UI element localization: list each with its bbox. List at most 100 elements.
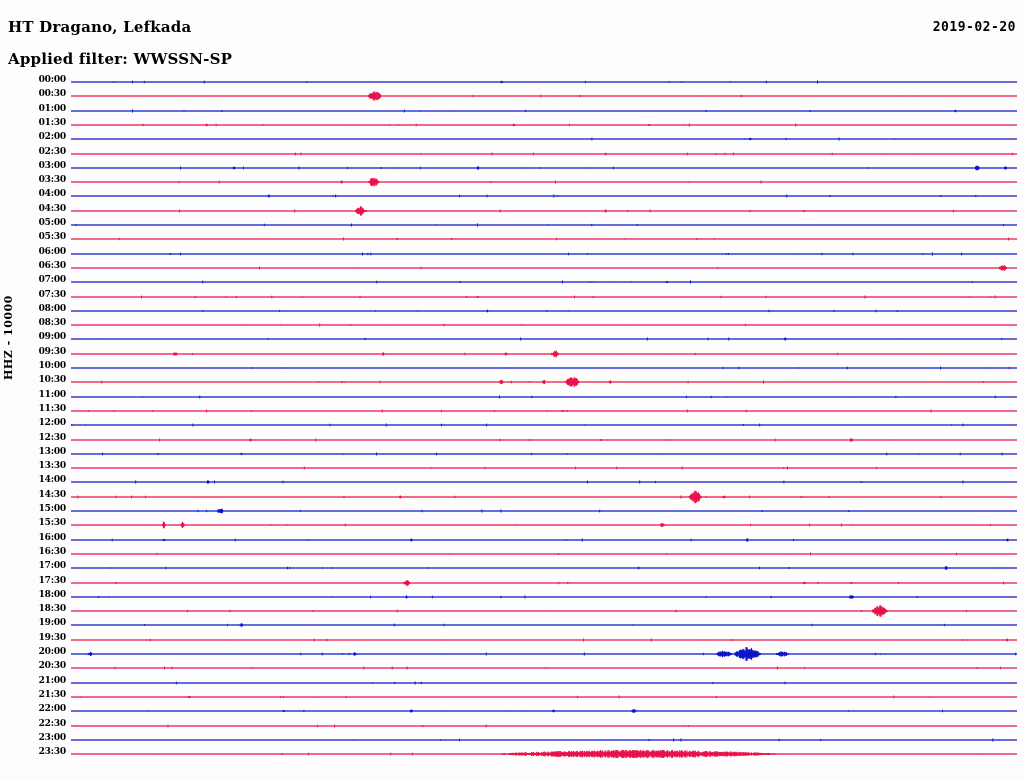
trace-row-waveform xyxy=(71,189,1017,203)
trace-row-time-label: 16:30 xyxy=(38,546,67,557)
trace-row: 02:00 xyxy=(0,132,1024,146)
trace-row-waveform xyxy=(71,232,1017,246)
trace-row: 12:00 xyxy=(0,418,1024,432)
trace-row: 22:30 xyxy=(0,719,1024,733)
trace-row-waveform xyxy=(71,347,1017,361)
trace-row-waveform xyxy=(71,576,1017,590)
trace-row-time-label: 04:30 xyxy=(38,203,67,214)
trace-row: 05:30 xyxy=(0,232,1024,246)
trace-row-waveform xyxy=(71,89,1017,103)
trace-row: 07:00 xyxy=(0,275,1024,289)
trace-row: 00:30 xyxy=(0,89,1024,103)
trace-row-time-label: 06:00 xyxy=(38,246,67,257)
trace-row: 23:00 xyxy=(0,733,1024,747)
trace-row-time-label: 05:30 xyxy=(38,232,67,243)
trace-row-waveform xyxy=(71,418,1017,432)
trace-row-time-label: 18:30 xyxy=(38,604,67,615)
trace-row-waveform xyxy=(71,518,1017,532)
trace-area: 00:00 00:30 01:00 01:30 02:00 02:30 03:00 03:30… xyxy=(0,75,1024,780)
trace-row-waveform xyxy=(71,104,1017,118)
trace-row-time-label: 13:00 xyxy=(38,446,67,457)
trace-row-waveform xyxy=(71,504,1017,518)
trace-row-time-label: 01:00 xyxy=(38,103,67,114)
trace-row-waveform xyxy=(71,590,1017,604)
trace-row-waveform xyxy=(71,247,1017,261)
trace-row-time-label: 08:00 xyxy=(38,303,67,314)
trace-row-waveform xyxy=(71,204,1017,218)
trace-row: 19:00 xyxy=(0,618,1024,632)
trace-row: 06:00 xyxy=(0,247,1024,261)
trace-row-waveform xyxy=(71,118,1017,132)
trace-row-waveform xyxy=(71,161,1017,175)
trace-row-waveform xyxy=(71,147,1017,161)
trace-row-time-label: 21:00 xyxy=(38,675,67,686)
trace-row-time-label: 03:30 xyxy=(38,175,67,186)
trace-row: 17:30 xyxy=(0,576,1024,590)
trace-row-time-label: 19:00 xyxy=(38,618,67,629)
trace-row-waveform xyxy=(71,618,1017,632)
trace-row-waveform xyxy=(71,175,1017,189)
trace-row: 03:30 xyxy=(0,175,1024,189)
trace-row-time-label: 10:30 xyxy=(38,375,67,386)
trace-row: 23:30 xyxy=(0,747,1024,761)
trace-row: 19:30 xyxy=(0,633,1024,647)
trace-row: 14:00 xyxy=(0,475,1024,489)
trace-row-waveform xyxy=(71,332,1017,346)
trace-row-time-label: 01:30 xyxy=(38,117,67,128)
trace-row-time-label: 15:00 xyxy=(38,504,67,514)
trace-row-time-label: 15:30 xyxy=(38,518,67,529)
trace-row-waveform xyxy=(71,533,1017,547)
trace-row-waveform xyxy=(71,304,1017,318)
trace-row-time-label: 06:30 xyxy=(38,260,67,271)
trace-row: 20:00 xyxy=(0,647,1024,661)
trace-row-time-label: 00:30 xyxy=(38,89,67,100)
trace-row: 21:30 xyxy=(0,690,1024,704)
trace-row-time-label: 14:00 xyxy=(38,475,67,486)
trace-row-time-label: 20:00 xyxy=(38,647,67,657)
trace-row-waveform xyxy=(71,676,1017,690)
trace-row-time-label: 22:00 xyxy=(38,704,67,715)
trace-row-waveform xyxy=(71,719,1017,733)
trace-row-waveform xyxy=(71,490,1017,504)
trace-row: 05:00 xyxy=(0,218,1024,232)
trace-row: 18:30 xyxy=(0,604,1024,618)
trace-row: 01:00 xyxy=(0,104,1024,118)
trace-row-time-label: 07:00 xyxy=(38,275,67,286)
trace-row-waveform xyxy=(71,290,1017,304)
trace-row-waveform xyxy=(71,475,1017,489)
trace-row-time-label: 23:00 xyxy=(38,732,67,743)
applied-filter-label: Applied filter: WWSSN-SP xyxy=(8,50,233,68)
trace-row-time-label: 12:00 xyxy=(38,418,67,429)
trace-row-time-label: 12:30 xyxy=(38,432,67,443)
trace-row-time-label: 03:00 xyxy=(38,160,67,171)
trace-row-time-label: 17:30 xyxy=(38,575,67,586)
trace-row-waveform xyxy=(71,704,1017,718)
trace-row: 03:00 xyxy=(0,161,1024,175)
trace-row-time-label: 17:00 xyxy=(38,561,67,572)
trace-row: 21:00 xyxy=(0,676,1024,690)
trace-row-waveform xyxy=(71,447,1017,461)
trace-row: 02:30 xyxy=(0,147,1024,161)
trace-row-waveform xyxy=(71,375,1017,389)
trace-row-waveform xyxy=(71,75,1017,89)
trace-row: 20:30 xyxy=(0,661,1024,675)
trace-row-waveform xyxy=(71,275,1017,289)
trace-row: 13:30 xyxy=(0,461,1024,475)
trace-row: 08:00 xyxy=(0,304,1024,318)
trace-row: 01:30 xyxy=(0,118,1024,132)
trace-row-time-label: 07:30 xyxy=(38,289,67,300)
trace-row-waveform xyxy=(71,633,1017,647)
trace-row: 17:00 xyxy=(0,561,1024,575)
trace-row: 11:30 xyxy=(0,404,1024,418)
trace-row: 04:30 xyxy=(0,204,1024,218)
trace-row: 08:30 xyxy=(0,318,1024,332)
trace-row-time-label: 02:30 xyxy=(38,146,67,157)
trace-row: 04:00 xyxy=(0,189,1024,203)
trace-row-waveform xyxy=(71,361,1017,375)
trace-row: 15:30 xyxy=(0,518,1024,532)
trace-row: 09:30 xyxy=(0,347,1024,361)
trace-row-time-label: 11:00 xyxy=(38,389,67,400)
trace-row-waveform xyxy=(71,433,1017,447)
page-title: HT Dragano, Lefkada xyxy=(8,18,192,36)
